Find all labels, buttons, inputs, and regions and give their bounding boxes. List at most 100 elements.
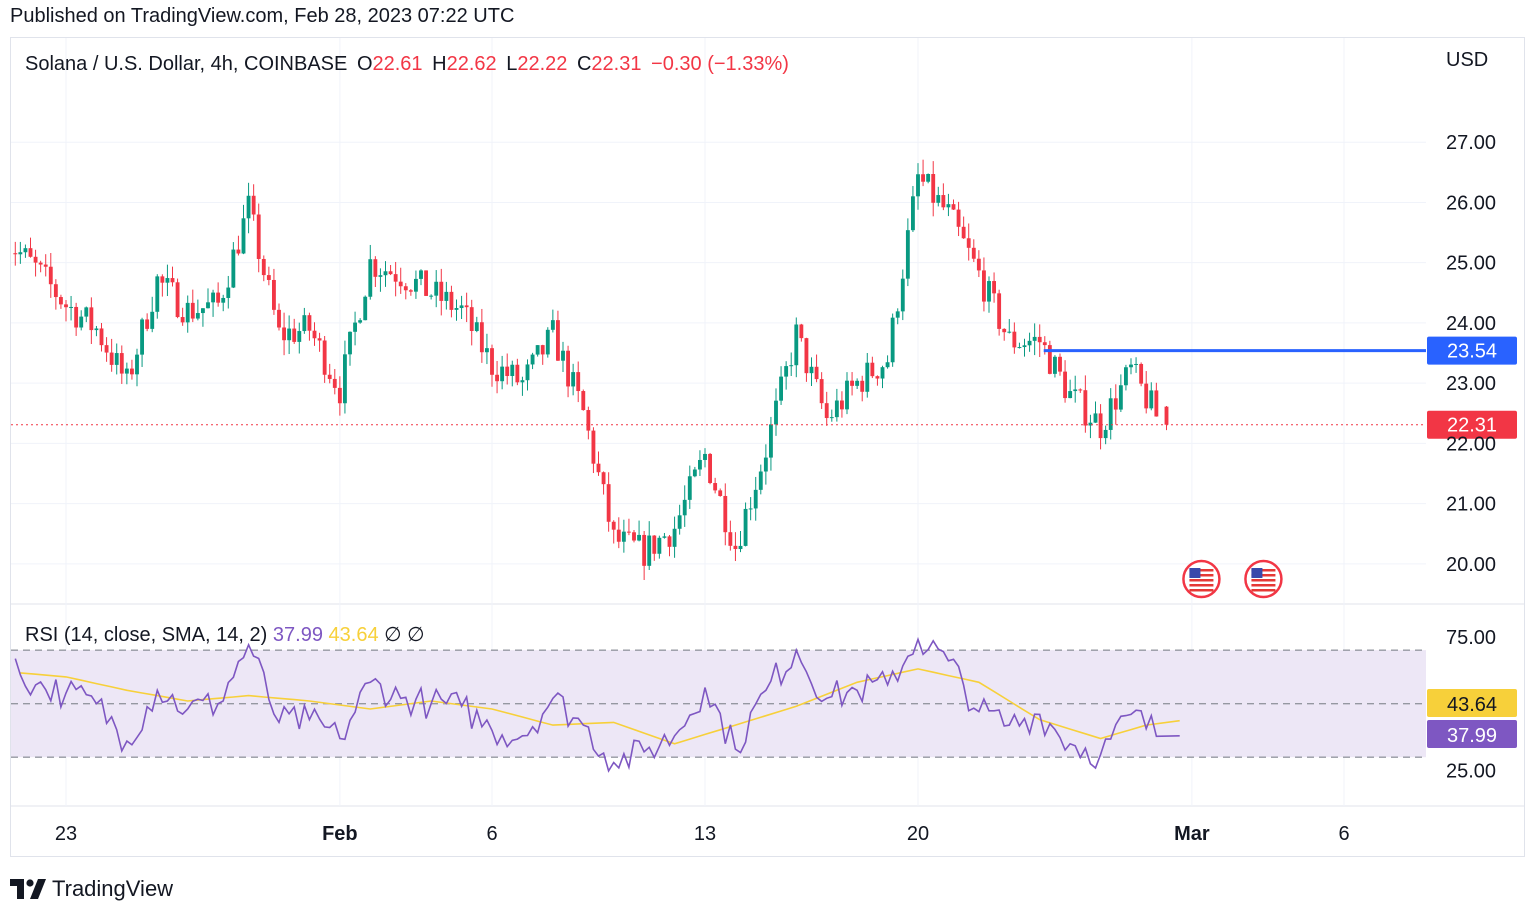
- candle-body: [662, 536, 667, 538]
- empty-set-icon-2: ∅: [407, 624, 425, 646]
- change-value: −0.30 (−1.33%): [651, 53, 789, 75]
- candle-body: [885, 362, 890, 368]
- candle-body: [155, 276, 160, 312]
- candle-body: [485, 348, 489, 353]
- candle-body: [850, 380, 854, 386]
- candle-body: [667, 536, 672, 547]
- candle-body: [921, 174, 925, 182]
- candle-body: [454, 308, 459, 310]
- candle-body: [911, 196, 915, 231]
- candle-body: [500, 366, 505, 382]
- candle-body: [809, 366, 814, 374]
- candle-body: [393, 274, 398, 282]
- candle-body: [1144, 383, 1149, 409]
- flag-canton: [1251, 568, 1263, 578]
- rsi-label: RSI (14, close, SMA, 14, 2): [25, 624, 268, 646]
- candle-body: [251, 195, 256, 215]
- low-value: L22.22: [506, 53, 568, 75]
- candle-body: [343, 354, 347, 404]
- candle-body: [769, 424, 773, 458]
- rsi-sma-value: 43.64: [328, 624, 379, 646]
- candle-body: [530, 354, 535, 365]
- candle-body: [388, 271, 393, 275]
- candle-body: [444, 291, 449, 301]
- candle-body: [479, 322, 484, 353]
- candle-body: [652, 535, 657, 554]
- rsi-tick-label: 25.00: [1446, 761, 1496, 783]
- x-tick-label: 6: [1338, 823, 1349, 845]
- candle-body: [1063, 371, 1067, 399]
- candle-body: [596, 463, 601, 473]
- candle-body: [733, 545, 738, 550]
- candle-body: [449, 291, 454, 310]
- candle-body: [18, 252, 23, 255]
- candle-body: [692, 469, 697, 477]
- candle-body: [860, 380, 865, 392]
- candle-body: [201, 308, 205, 314]
- candle-body: [140, 319, 144, 355]
- candle-body: [814, 366, 819, 380]
- candle-body: [104, 345, 109, 353]
- candle-body: [1053, 356, 1057, 374]
- currency-label: USD: [1446, 49, 1489, 71]
- candle-body: [353, 322, 357, 332]
- candle-body: [368, 259, 373, 297]
- candle-body: [905, 230, 910, 279]
- candle-body: [997, 293, 1002, 329]
- candle-body: [13, 253, 18, 255]
- candles: [13, 159, 1169, 580]
- candle-body: [1017, 347, 1022, 349]
- candle-body: [383, 271, 388, 276]
- resistance-price-label: 23.54: [1447, 341, 1497, 363]
- candle-body: [124, 368, 129, 374]
- tradingview-logo[interactable]: TradingView: [10, 876, 173, 902]
- candle-body: [256, 214, 261, 259]
- us-flag-icon: [1182, 559, 1221, 599]
- candle-body: [1007, 331, 1012, 333]
- candle-body: [576, 372, 581, 392]
- candle-body: [1073, 389, 1078, 392]
- flag-stripe: [1189, 569, 1214, 572]
- candle-body: [941, 195, 946, 208]
- candle-body: [718, 490, 723, 496]
- candle-body: [763, 457, 768, 472]
- candle-body: [434, 281, 439, 296]
- candle-body: [637, 534, 641, 541]
- candle-body: [550, 320, 555, 330]
- chart-frame: [10, 37, 1525, 857]
- candle-body: [165, 278, 170, 283]
- candle-body: [33, 256, 38, 263]
- flag-stripe: [1251, 579, 1276, 582]
- candle-body: [190, 302, 195, 319]
- flag-stripe: [1251, 569, 1276, 572]
- candle-body: [363, 296, 368, 321]
- candle-body: [261, 258, 266, 276]
- candle-body: [206, 302, 210, 309]
- candle-body: [890, 317, 895, 363]
- candle-body: [1108, 398, 1113, 430]
- candle-body: [1118, 385, 1123, 410]
- rsi-legend: RSI (14, close, SMA, 14, 2) 37.99 43.64 …: [25, 622, 425, 647]
- candle-body: [373, 259, 378, 277]
- rsi-line: [14, 636, 1180, 773]
- candle-body: [627, 531, 631, 533]
- candle-body: [231, 249, 236, 288]
- candle-body: [23, 248, 28, 253]
- candle-body: [211, 292, 215, 303]
- last-price-label: 22.31: [1447, 415, 1497, 437]
- candle-body: [556, 320, 560, 361]
- candle-body: [459, 305, 464, 309]
- candle-body: [672, 528, 677, 547]
- candle-body: [1037, 336, 1042, 343]
- candle-body: [1022, 345, 1027, 348]
- candle-body: [408, 290, 413, 292]
- candle-body: [495, 374, 499, 382]
- empty-set-icon-1: ∅: [384, 624, 402, 646]
- candle-body: [956, 209, 961, 227]
- candle-body: [829, 417, 834, 419]
- candle-body: [505, 366, 510, 377]
- candle-body: [713, 483, 718, 491]
- candle-body: [840, 400, 844, 410]
- candle-body: [135, 354, 139, 375]
